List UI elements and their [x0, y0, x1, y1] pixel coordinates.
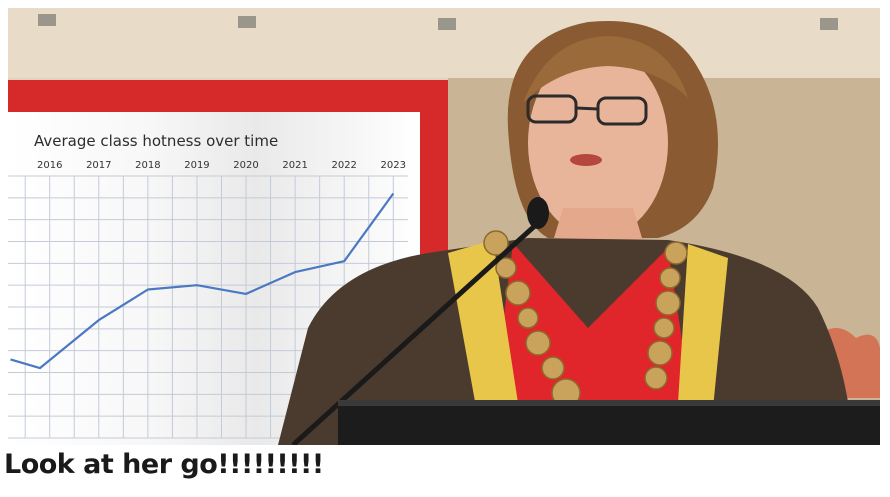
x-tick-label: 2022	[331, 160, 356, 171]
mouth	[570, 154, 602, 166]
gold-stripe-right	[678, 244, 728, 408]
x-tick-label: 2017	[86, 160, 111, 171]
gold-stripe-left	[448, 240, 518, 418]
x-tick-label: 2016	[37, 160, 62, 171]
chart-title: Average class hotness over time	[34, 132, 279, 150]
x-tick-label: 2021	[282, 160, 307, 171]
microphone-icon	[527, 197, 549, 229]
chart-series	[10, 192, 395, 370]
red-robe	[488, 243, 698, 445]
podium	[338, 400, 880, 445]
microphone-stand	[291, 221, 540, 445]
x-tick-label: 2019	[184, 160, 209, 171]
chart-x-ticks: 2016 2017 2018 2019 2020 2021 2022 2023	[37, 160, 406, 171]
chain-of-office	[483, 230, 688, 408]
chart-series-line	[10, 192, 395, 370]
speaker-figure	[278, 20, 880, 445]
x-tick-label: 2023	[381, 160, 406, 171]
x-tick-label: 2020	[233, 160, 258, 171]
photo: 2016 2017 2018 2019 2020 2021 2022 2023 Average…	[8, 8, 880, 445]
x-tick-label: 2018	[135, 160, 160, 171]
caption: Look at her go!!!!!!!!!	[4, 449, 324, 480]
hair-fringe	[523, 36, 688, 103]
glasses-icon	[526, 94, 648, 126]
ceiling-light	[38, 14, 56, 26]
ceiling-light	[438, 18, 456, 30]
ceiling-light	[238, 16, 256, 28]
ceiling-light	[820, 18, 838, 30]
